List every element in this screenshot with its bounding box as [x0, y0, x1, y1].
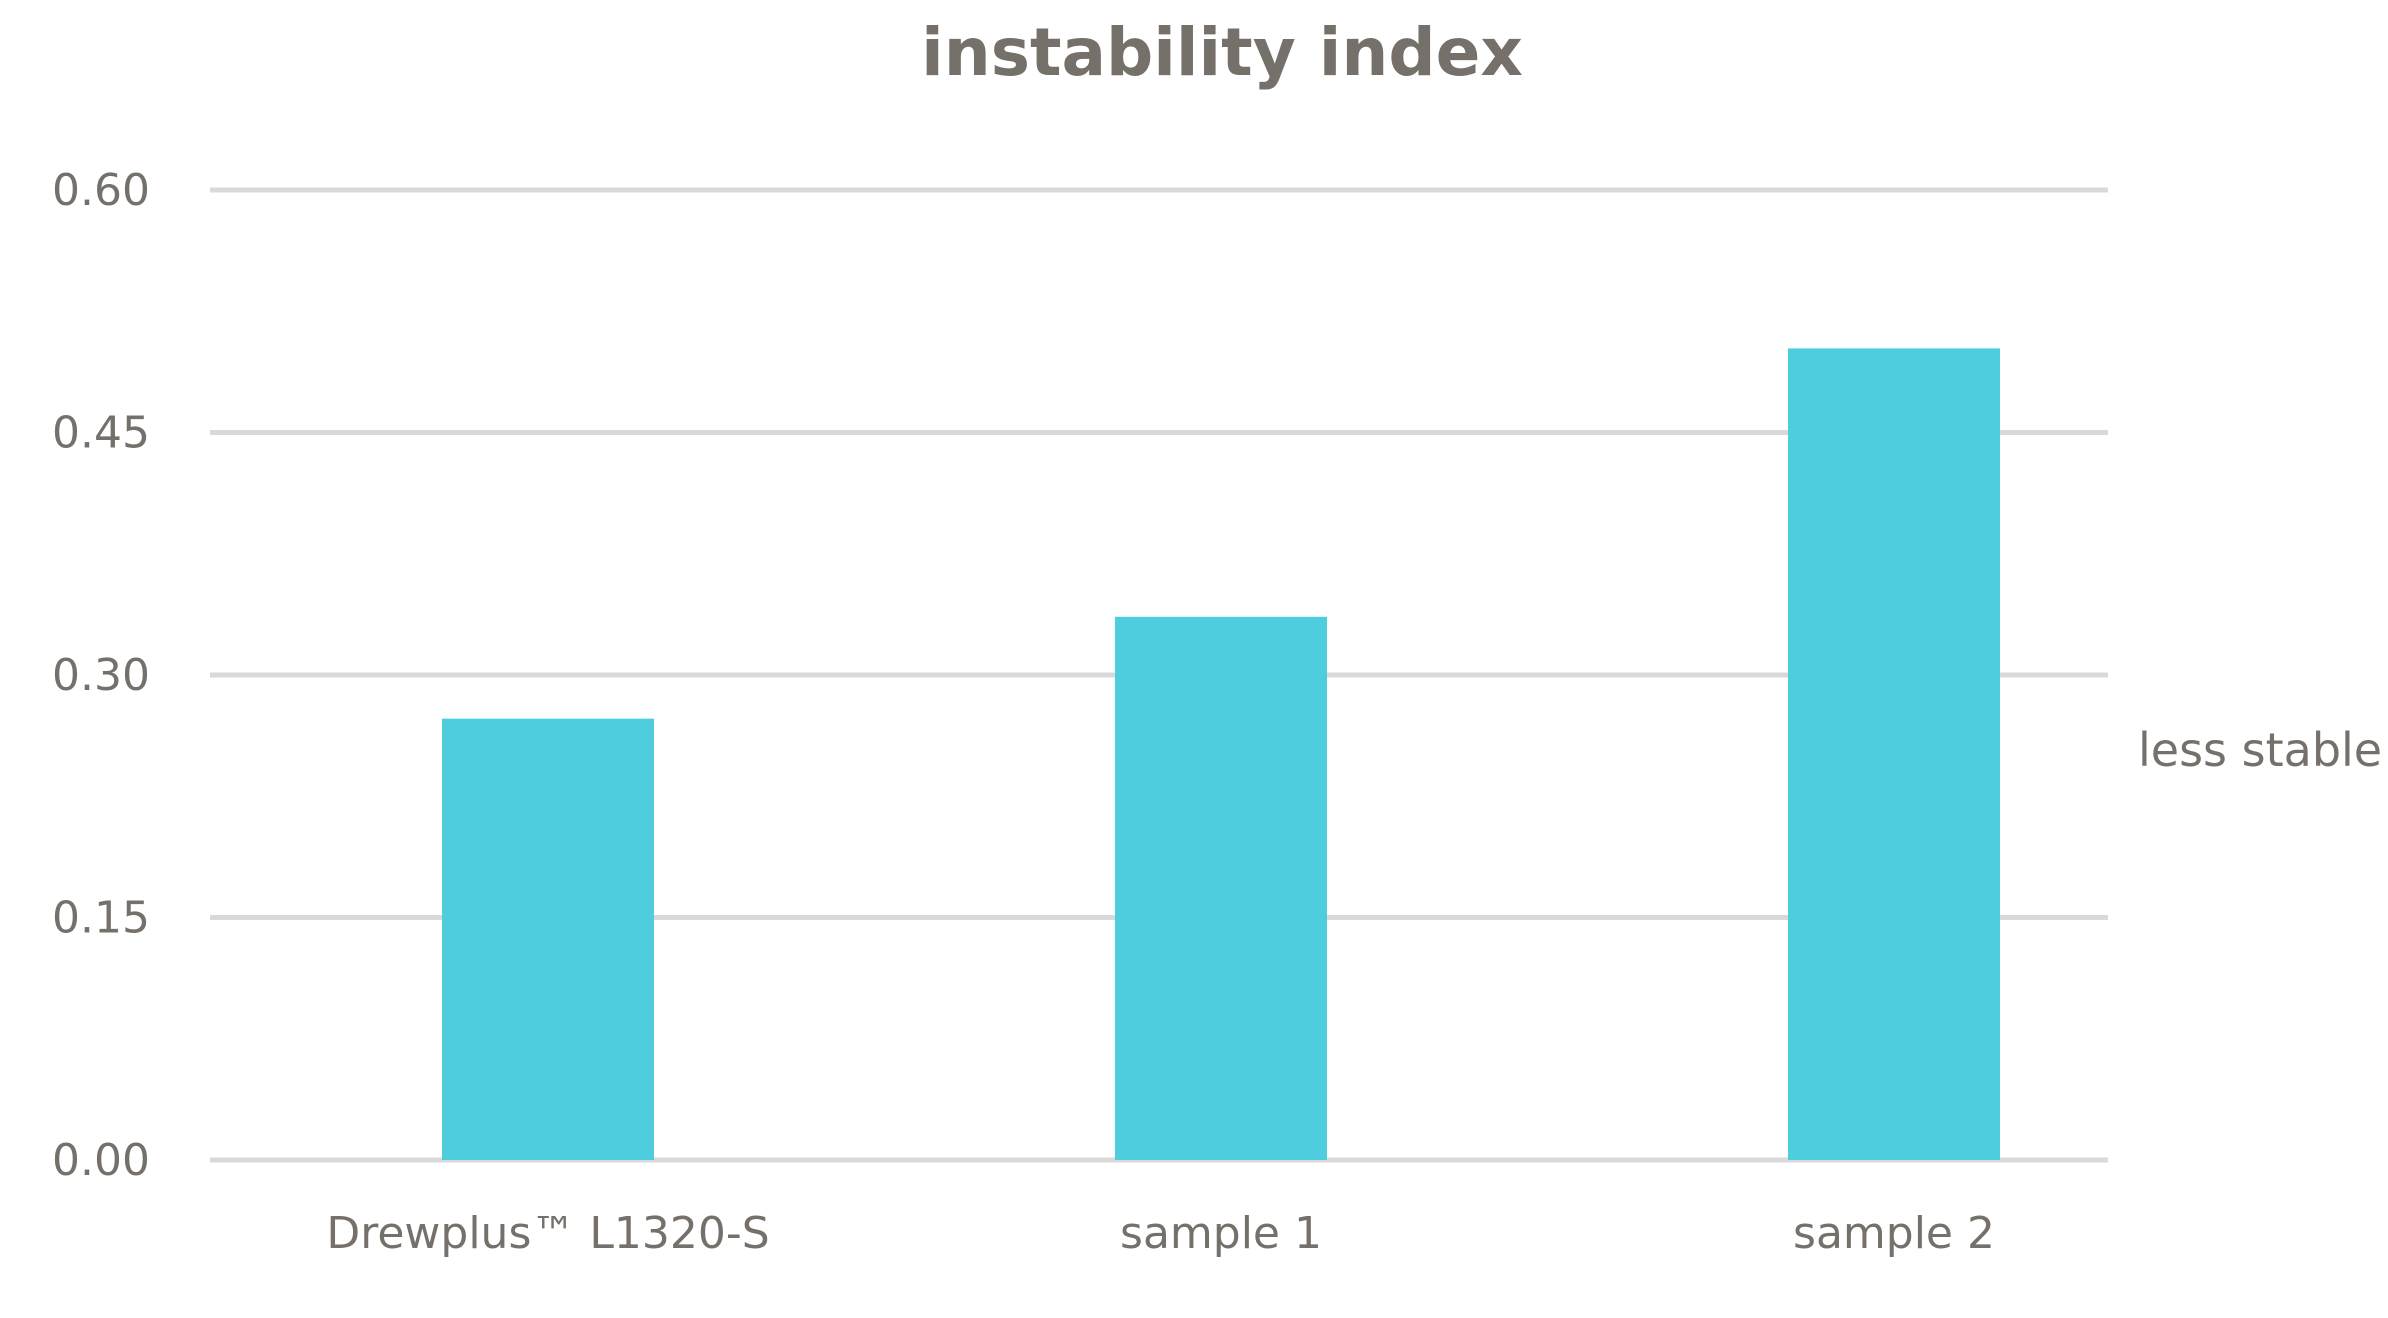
y-tick-label: 0.30: [52, 650, 150, 701]
bar: [1115, 616, 1327, 1160]
y-tick-label: 0.60: [52, 165, 150, 216]
less-stable-annotation: less stable: [2138, 723, 2382, 777]
bar: [1788, 348, 2000, 1160]
x-axis-labels: Drewplus™ L1320-S sample 1 sample 2: [326, 1208, 1995, 1259]
bar: [442, 718, 654, 1160]
y-tick-label: 0.15: [52, 893, 150, 944]
x-tick-label: Drewplus™ L1320-S: [326, 1208, 769, 1259]
y-tick-label: 0.45: [52, 408, 150, 459]
bars: [442, 348, 2000, 1160]
y-axis-ticks: 0.00 0.15 0.30 0.45 0.60: [52, 165, 150, 1186]
y-tick-label: 0.00: [52, 1135, 150, 1186]
x-tick-label: sample 1: [1120, 1208, 1322, 1259]
x-tick-label: sample 2: [1793, 1208, 1995, 1259]
chart-title: instability index: [921, 14, 1523, 91]
